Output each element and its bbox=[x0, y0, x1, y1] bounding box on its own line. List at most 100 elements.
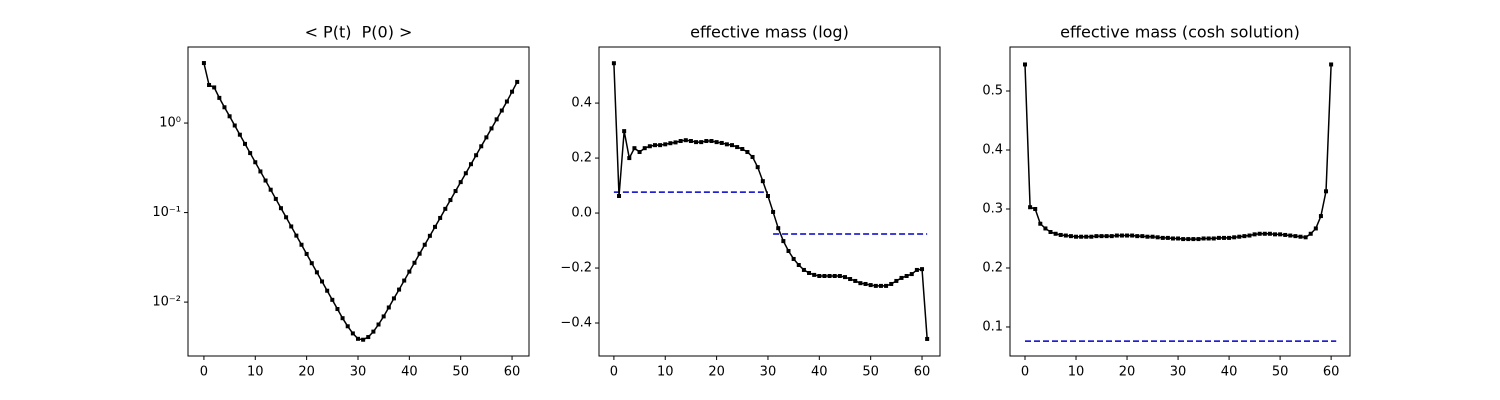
data-point bbox=[894, 278, 899, 283]
data-point bbox=[1252, 232, 1257, 237]
data-point bbox=[468, 162, 473, 167]
data-point bbox=[1221, 235, 1226, 240]
y-tick-label: 0.4 bbox=[982, 143, 1003, 158]
data-point bbox=[335, 307, 340, 312]
data-point bbox=[1135, 234, 1140, 239]
data-point bbox=[730, 143, 735, 148]
data-point bbox=[1257, 231, 1262, 236]
data-point bbox=[1038, 221, 1043, 226]
data-point bbox=[294, 233, 299, 238]
data-point bbox=[884, 283, 889, 288]
x-tick-label: 30 bbox=[760, 365, 777, 380]
data-point bbox=[320, 279, 325, 284]
x-tick-label: 40 bbox=[401, 365, 418, 380]
data-point bbox=[1278, 232, 1283, 237]
data-point bbox=[278, 206, 283, 211]
data-point bbox=[1033, 206, 1038, 211]
data-point bbox=[678, 139, 683, 144]
data-point bbox=[207, 83, 212, 88]
data-point bbox=[1150, 234, 1155, 239]
data-point bbox=[760, 179, 765, 184]
data-point bbox=[1155, 235, 1160, 240]
data-point bbox=[863, 281, 868, 286]
y-tick-label: 0.2 bbox=[571, 151, 592, 166]
data-point bbox=[1048, 229, 1053, 234]
data-point bbox=[355, 336, 360, 341]
data-point bbox=[822, 274, 827, 279]
data-point bbox=[402, 278, 407, 283]
data-point bbox=[458, 180, 463, 185]
data-point bbox=[243, 141, 248, 146]
data-point bbox=[1298, 234, 1303, 239]
data-point bbox=[817, 274, 822, 279]
data-point bbox=[453, 189, 458, 194]
data-point bbox=[443, 206, 448, 211]
data-point bbox=[227, 114, 232, 119]
data-point bbox=[407, 269, 412, 274]
y-tick-label: 0.2 bbox=[982, 260, 1003, 275]
data-point bbox=[663, 142, 668, 147]
data-point bbox=[1099, 234, 1104, 239]
data-point bbox=[1313, 226, 1318, 231]
data-point bbox=[786, 248, 791, 253]
data-point bbox=[1211, 236, 1216, 241]
data-point bbox=[1089, 234, 1094, 239]
data-point bbox=[474, 153, 479, 158]
x-tick-label: 20 bbox=[298, 365, 315, 380]
x-tick-label: 0 bbox=[610, 365, 618, 380]
y-tick-label: 10⁻¹ bbox=[152, 205, 181, 220]
data-point bbox=[683, 138, 688, 143]
data-point bbox=[386, 305, 391, 310]
data-point bbox=[647, 144, 652, 149]
data-point bbox=[499, 108, 504, 113]
data-point bbox=[515, 79, 520, 84]
x-tick-label: 0 bbox=[200, 365, 208, 380]
data-point bbox=[1181, 237, 1186, 242]
data-point bbox=[417, 251, 422, 256]
data-point bbox=[755, 165, 760, 170]
data-point bbox=[1288, 233, 1293, 238]
data-point bbox=[904, 274, 909, 279]
y-tick-label: 10⁰ bbox=[159, 116, 181, 131]
data-point bbox=[1165, 235, 1170, 240]
data-point bbox=[842, 275, 847, 280]
data-point bbox=[381, 314, 386, 319]
data-point bbox=[873, 283, 878, 288]
data-point bbox=[1068, 234, 1073, 239]
data-point bbox=[1160, 235, 1165, 240]
data-point bbox=[438, 215, 443, 220]
data-point bbox=[504, 99, 509, 104]
data-point bbox=[268, 187, 273, 192]
data-point bbox=[765, 194, 770, 199]
data-point bbox=[1170, 236, 1175, 241]
data-point bbox=[1273, 232, 1277, 237]
y-tick-label: −0.2 bbox=[560, 261, 592, 276]
data-point bbox=[1119, 233, 1124, 238]
data-point bbox=[1293, 234, 1298, 239]
data-point bbox=[709, 139, 714, 144]
data-point bbox=[1058, 232, 1063, 237]
data-point bbox=[637, 150, 642, 155]
data-point bbox=[832, 274, 837, 279]
data-point bbox=[658, 143, 663, 148]
data-point bbox=[914, 267, 919, 272]
data-point bbox=[350, 331, 355, 336]
data-point bbox=[791, 256, 796, 261]
data-point bbox=[1191, 237, 1196, 242]
x-tick-label: 50 bbox=[452, 365, 469, 380]
data-point bbox=[920, 267, 925, 272]
data-point bbox=[1201, 236, 1206, 241]
y-tick-label: 0.1 bbox=[982, 319, 1003, 334]
data-point bbox=[427, 233, 432, 238]
data-point bbox=[668, 141, 673, 146]
data-point bbox=[391, 296, 396, 301]
data-point bbox=[361, 337, 366, 342]
x-tick-label: 0 bbox=[1021, 365, 1029, 380]
plot-area bbox=[598, 46, 941, 357]
y-tick-label: 10⁻² bbox=[152, 295, 181, 310]
data-point bbox=[827, 274, 832, 279]
x-tick-label: 20 bbox=[1119, 365, 1136, 380]
data-point bbox=[1023, 62, 1027, 67]
data-point bbox=[796, 263, 801, 268]
data-point bbox=[1227, 235, 1232, 240]
